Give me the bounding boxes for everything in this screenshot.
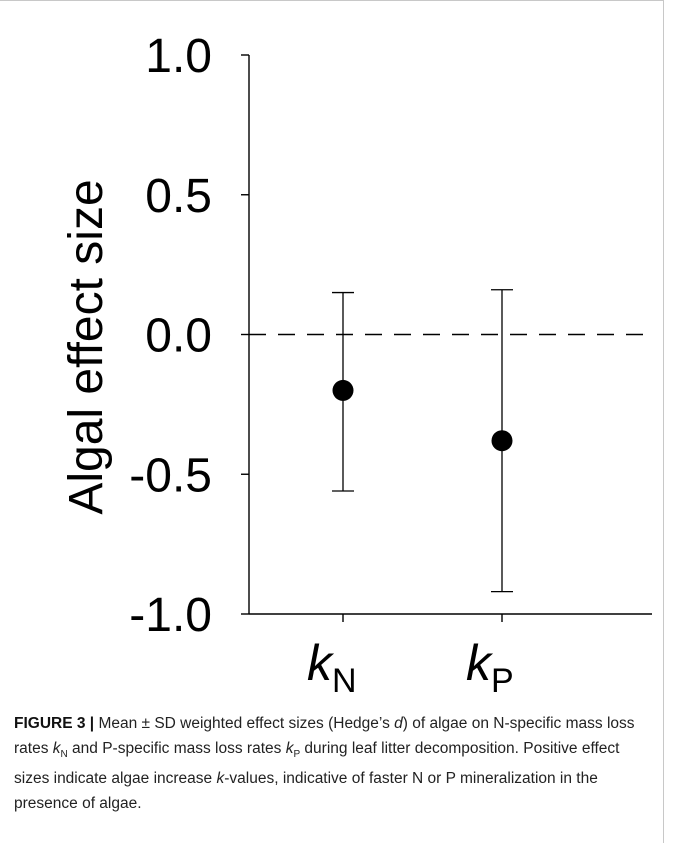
y-tick-labels: 1.0 0.5 0.0 -0.5 -1.0 [129,30,212,642]
caption-text-2: ) of algae on N-specific mass loss rates [14,715,635,757]
caption-text-1: Mean ± SD weighted effect sizes (Hedge’s [94,715,395,732]
caption-text-5: -values, indicative of faster N or P min… [14,770,598,812]
caption-k-subscript: P [293,748,301,760]
data-marks [249,289,652,593]
caption-k-subscript: N [60,748,68,760]
mean-point [491,430,513,452]
caption-k-symbol: k [216,770,225,788]
mean-point [332,379,354,401]
y-tick-label: 1.0 [145,30,212,83]
y-tick-label: 0.0 [145,310,212,363]
x-tick-labels: kN kP [307,635,514,700]
caption-text-3: and P-specific mass loss rates [67,739,286,757]
y-tick-label: -1.0 [129,589,212,642]
caption-text-4: during leaf litter decomposition. Positi… [14,739,620,788]
y-tick-label: -0.5 [129,449,212,502]
x-tick-label: kN [307,635,357,700]
y-axis-label: Algal effect size [60,179,113,514]
effect-size-chart: 1.0 0.5 0.0 -0.5 -1.0 kN kP Algal effect size [60,30,652,700]
axes [241,54,652,622]
caption-label: FIGURE 3 | [14,715,95,732]
caption-d-symbol: d [394,715,403,732]
caption-k-symbol: k [52,739,61,757]
caption-k-symbol: k [285,739,294,757]
figure-caption: FIGURE 3 | Mean ± SD weighted effect siz… [14,712,654,816]
y-tick-label: 0.5 [145,170,212,223]
x-tick-label: kP [466,635,514,700]
